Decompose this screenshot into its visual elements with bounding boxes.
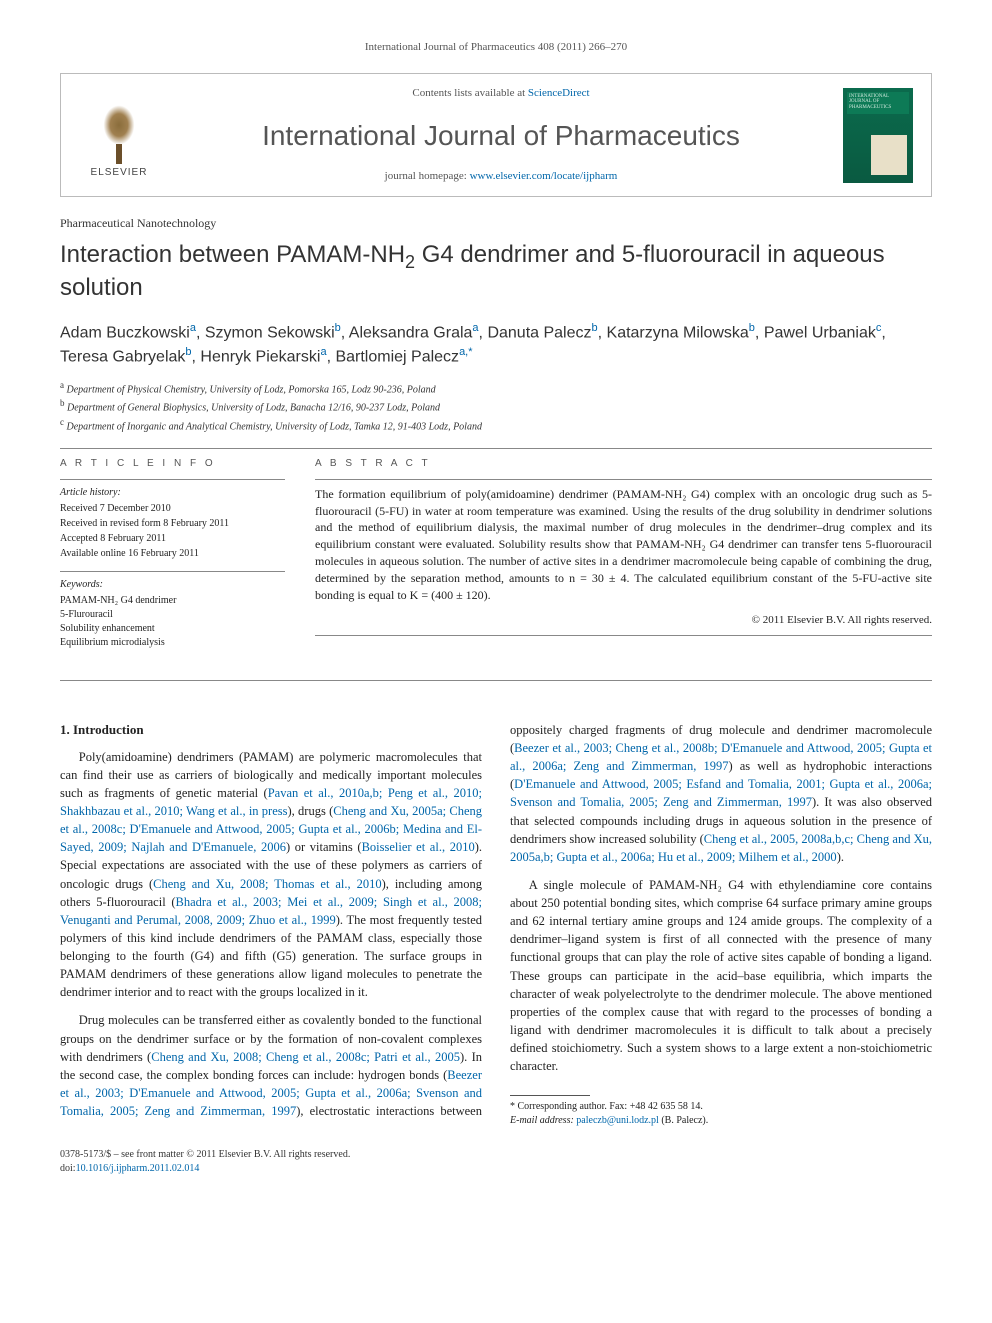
history-item: Available online 16 February 2011 <box>60 547 285 561</box>
affiliation-list: a Department of Physical Chemistry, Univ… <box>60 379 932 434</box>
copyright-line: © 2011 Elsevier B.V. All rights reserved… <box>315 613 932 628</box>
divider <box>315 635 932 636</box>
running-header: International Journal of Pharmaceutics 4… <box>60 40 932 55</box>
corresponding-author-footnote: * Corresponding author. Fax: +48 42 635 … <box>510 1100 932 1128</box>
journal-masthead: ELSEVIER Contents lists available at Sci… <box>60 73 932 197</box>
email-attribution: (B. Palecz). <box>661 1115 708 1126</box>
history-label: Article history: <box>60 486 285 500</box>
abstract-block: A B S T R A C T The formation equilibriu… <box>315 457 932 650</box>
corresponding-line: * Corresponding author. Fax: +48 42 635 … <box>510 1100 932 1114</box>
email-line: E-mail address: paleczb@uni.lodz.pl (B. … <box>510 1114 932 1128</box>
text-run: ), drugs ( <box>288 804 334 818</box>
divider <box>60 448 932 449</box>
paragraph: A single molecule of PAMAM-NH₂ G4 with e… <box>510 876 932 1075</box>
journal-title: International Journal of Pharmaceutics <box>177 116 825 155</box>
article-info-block: A R T I C L E I N F O Article history: R… <box>60 457 285 650</box>
doi-link[interactable]: 10.1016/j.ijpharm.2011.02.014 <box>76 1163 200 1174</box>
contents-available-line: Contents lists available at ScienceDirec… <box>177 86 825 101</box>
article-meta-row: A R T I C L E I N F O Article history: R… <box>60 457 932 650</box>
title-segment-pre: Interaction between PAMAM-NH <box>60 241 405 268</box>
cover-thumbnail-image <box>871 135 907 175</box>
elsevier-tree-icon <box>94 104 144 164</box>
history-item: Received 7 December 2010 <box>60 502 285 516</box>
sciencedirect-link[interactable]: ScienceDirect <box>528 87 590 99</box>
email-label: E-mail address: <box>510 1115 574 1126</box>
homepage-prefix: journal homepage: <box>385 170 470 182</box>
keyword-item: Solubility enhancement <box>60 622 285 636</box>
keyword-item: Equilibrium microdialysis <box>60 636 285 650</box>
divider <box>60 571 285 572</box>
paragraph: Poly(amidoamine) dendrimers (PAMAM) are … <box>60 748 482 1002</box>
affiliation-item: b Department of General Biophysics, Univ… <box>60 397 932 415</box>
divider <box>60 680 932 681</box>
title-subscript: 2 <box>405 252 415 272</box>
keyword-item: PAMAM-NH₂ G4 dendrimer <box>60 594 285 608</box>
article-body: 1. Introduction Poly(amidoamine) dendrim… <box>60 721 932 1128</box>
journal-homepage-line: journal homepage: www.elsevier.com/locat… <box>177 169 825 184</box>
keywords-list: PAMAM-NH₂ G4 dendrimer5-FlurouracilSolub… <box>60 594 285 650</box>
citation-link[interactable]: Cheng and Xu, 2008; Cheng et al., 2008c;… <box>151 1050 460 1064</box>
history-item: Received in revised form 8 February 2011 <box>60 517 285 531</box>
history-item: Accepted 8 February 2011 <box>60 532 285 546</box>
section-heading: 1. Introduction <box>60 721 482 740</box>
keywords-label: Keywords: <box>60 578 285 592</box>
doi-line: doi:10.1016/j.ijpharm.2011.02.014 <box>60 1162 932 1176</box>
divider <box>60 479 285 480</box>
citation-link[interactable]: Cheng and Xu, 2008; Thomas et al., 2010 <box>153 877 381 891</box>
divider <box>315 479 932 480</box>
article-type: Pharmaceutical Nanotechnology <box>60 215 932 232</box>
elsevier-logo-text: ELSEVIER <box>91 166 148 180</box>
elsevier-logo: ELSEVIER <box>79 90 159 180</box>
article-title: Interaction between PAMAM-NH2 G4 dendrim… <box>60 240 932 303</box>
abstract-heading: A B S T R A C T <box>315 457 932 471</box>
doi-label: doi: <box>60 1163 76 1174</box>
homepage-link[interactable]: www.elsevier.com/locate/ijpharm <box>470 170 618 182</box>
author-list: Adam Buczkowskia, Szymon Sekowskib, Alek… <box>60 321 932 368</box>
page-footer: 0378-5173/$ – see front matter © 2011 El… <box>60 1148 932 1176</box>
contents-prefix: Contents lists available at <box>412 87 527 99</box>
history-list: Received 7 December 2010Received in revi… <box>60 502 285 561</box>
footnote-rule <box>510 1095 590 1096</box>
text-run: ) or vitamins ( <box>286 840 362 854</box>
masthead-center: Contents lists available at ScienceDirec… <box>177 86 825 184</box>
email-link[interactable]: paleczb@uni.lodz.pl <box>576 1115 659 1126</box>
abstract-text: The formation equilibrium of poly(amidoa… <box>315 486 932 604</box>
front-matter-line: 0378-5173/$ – see front matter © 2011 El… <box>60 1148 932 1162</box>
keyword-item: 5-Flurouracil <box>60 608 285 622</box>
article-info-heading: A R T I C L E I N F O <box>60 457 285 471</box>
text-run: ). <box>837 850 844 864</box>
cover-thumbnail-title: INTERNATIONAL JOURNAL OF PHARMACEUTICS <box>849 94 907 111</box>
affiliation-item: c Department of Inorganic and Analytical… <box>60 416 932 434</box>
journal-cover-thumbnail: INTERNATIONAL JOURNAL OF PHARMACEUTICS <box>843 88 913 183</box>
affiliation-item: a Department of Physical Chemistry, Univ… <box>60 379 932 397</box>
citation-link[interactable]: Boisselier et al., 2010 <box>362 840 475 854</box>
